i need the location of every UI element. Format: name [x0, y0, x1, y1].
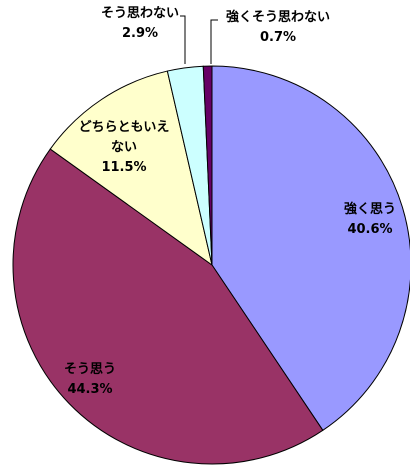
category-label: そう思う	[63, 362, 116, 377]
value-label: 40.6%	[347, 222, 393, 237]
category-label: 強くそう思わない	[225, 10, 330, 25]
pie-slice	[202, 65, 213, 266]
leader-line	[210, 19, 218, 64]
value-label: 44.3%	[67, 382, 113, 397]
leader-line	[180, 15, 186, 64]
value-label: 0.7%	[259, 30, 297, 45]
pie-slice	[12, 148, 324, 465]
slice-label: 強く思う 40.6%	[325, 200, 410, 240]
slice-label: どちらともいえない 11.5%	[78, 118, 170, 178]
value-label: 11.5%	[101, 160, 147, 175]
slice-label: そう思わない 2.9%	[95, 4, 185, 44]
category-label: 強く思う	[343, 202, 396, 217]
slice-label: そう思う 44.3%	[40, 360, 140, 400]
category-label: どちらともいえない	[78, 120, 170, 155]
pie-slice	[211, 65, 410, 431]
pie-slice	[49, 70, 213, 267]
slice-label: 強くそう思わない 0.7%	[218, 8, 338, 48]
value-label: 2.9%	[121, 26, 159, 41]
category-label: そう思わない	[100, 6, 179, 21]
